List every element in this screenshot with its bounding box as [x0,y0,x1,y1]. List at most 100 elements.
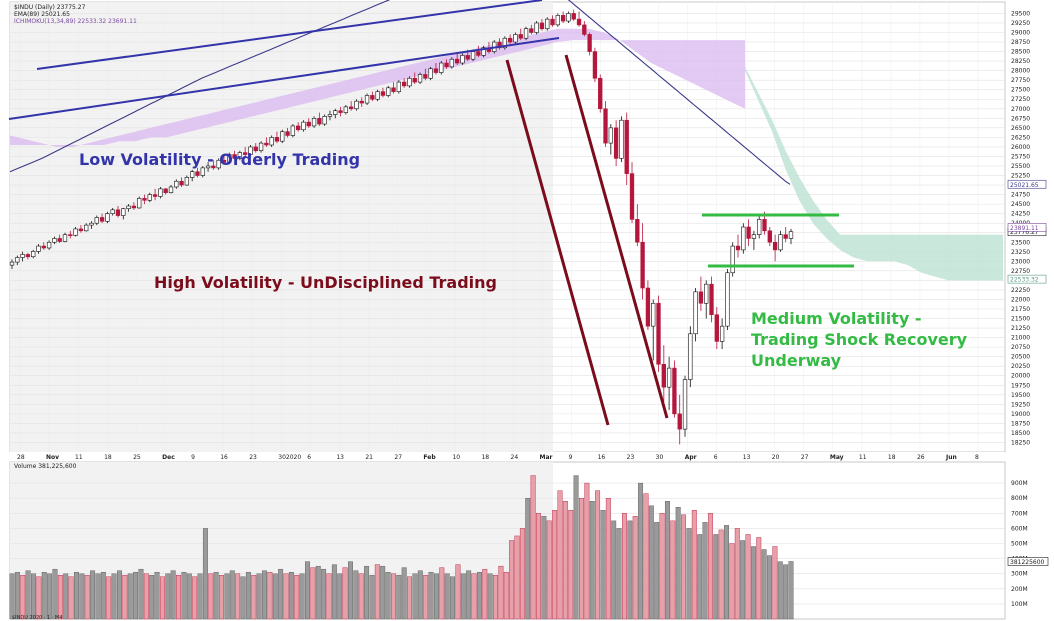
volume-bar [111,573,117,620]
annotation-high-volatility: High Volatility - UnDisciplined Trading [154,273,497,292]
volume-bar [251,575,257,620]
volume-bar [466,570,472,620]
volume-bar [14,571,20,620]
volume-bar [116,570,122,620]
cloud-value-label: 23891.11 [1010,225,1039,232]
price-tick-label: 21250 [1011,325,1030,332]
date-tick-label: 8 [975,454,979,461]
price-tick-label: 18500 [1011,430,1030,437]
date-tick-label: Dec [162,454,175,461]
volume-bar [47,573,53,620]
price-tick-label: 21000 [1011,335,1030,342]
candle-body [36,245,41,252]
price-tick-label: 20750 [1011,344,1030,351]
candle-body [725,272,730,327]
volume-bar [573,475,579,620]
volume-bar [63,573,69,620]
candle-body [78,228,84,232]
candle-body [370,95,375,100]
candle-body [280,131,285,142]
date-tick-label: Nov [46,454,59,461]
volume-bar [348,561,353,620]
volume-bar [159,576,165,620]
volume-bar [294,575,300,620]
candle-body [391,87,396,92]
volume-bar [487,573,493,620]
volume-bar [777,561,783,620]
candle-body [84,224,89,232]
volume-bar [262,570,267,620]
candle-body [576,18,582,26]
volume-bar [638,482,644,620]
date-tick-label: 20 [772,454,780,461]
volume-bar [68,576,74,620]
volume-bar [621,513,627,620]
volume-bar [127,573,133,620]
volume-bar [503,571,509,620]
cloud-lower-label-box [1007,274,1047,284]
price-panel: 29500 29250 29000 28750 28500 28250 28000 27750… [8,0,1047,453]
candle-body [423,74,428,79]
date-tick-label: 18 [888,454,896,461]
legend-line-2: EMA(89) 25021.65 [14,11,70,18]
candle-body [168,186,174,193]
volume-bar [364,565,370,620]
volume-bar [525,498,531,620]
candle-body [730,245,735,274]
volume-legend: Volume 381,225,600 [14,463,77,470]
price-tick-label: 24500 [1011,201,1030,208]
volume-bar [396,575,402,620]
candle-body [666,367,672,388]
volume-bar [337,573,343,620]
price-tick-label: 20000 [1011,373,1030,380]
volume-bar [589,501,595,620]
candle-body [105,213,110,222]
volume-bar [106,576,112,620]
date-tick-label: 9 [191,454,195,461]
volume-bar [229,570,235,620]
price-tick-label: 22250 [1011,287,1030,294]
volume-bar [718,529,724,620]
candle-body [73,228,78,236]
legend-line-1: $INDU (Daily) 23775.27 [14,4,86,11]
candle-body [9,261,15,266]
volume-bar [423,575,429,620]
volume-bar [84,575,90,620]
legend-line-3: ICHIMOKU(13,34,89) 22533.32 23691.11 [14,18,137,25]
candle-body [163,188,168,193]
candle-body [704,283,709,304]
cloud-value-label-box [1007,223,1047,232]
candle-body [243,152,248,155]
candle-body [656,302,661,365]
volume-bar [756,537,762,620]
price-tick-label: 29250 [1011,20,1030,27]
price-tick-label: 20500 [1011,354,1030,361]
candle-body [190,171,195,178]
ema-line [9,0,791,185]
volume-bar [272,573,278,620]
candle-body [709,283,714,316]
volume-bar [740,540,746,620]
volume-bar [412,573,418,620]
volume-bar [627,520,633,620]
volume-bar [514,535,520,620]
price-tick-label: 24750 [1011,192,1030,199]
candle-body [195,171,200,176]
volume-value-label: 381225600 [1010,559,1045,566]
volume-bar [154,571,160,620]
volume-bar [600,510,606,620]
volume-tick-label: 100M [1011,601,1028,608]
volume-bar [358,573,364,620]
price-tick-label: 27750 [1011,77,1030,84]
candle-body [412,77,417,83]
volume-bar [439,567,445,620]
volume-bar [385,571,391,620]
candle-body [94,217,99,224]
volume-bar [25,570,31,620]
candle-body [227,154,232,163]
candle-body [545,18,550,29]
candle-body [258,142,264,152]
volume-bar [133,571,139,620]
volume-bar [390,573,396,620]
